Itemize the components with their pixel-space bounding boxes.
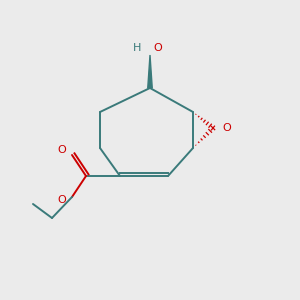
Text: O: O — [57, 195, 66, 205]
Text: H: H — [133, 43, 141, 53]
Polygon shape — [148, 55, 152, 88]
Text: O: O — [57, 145, 66, 155]
Text: O: O — [222, 123, 231, 133]
Text: O: O — [153, 43, 162, 53]
